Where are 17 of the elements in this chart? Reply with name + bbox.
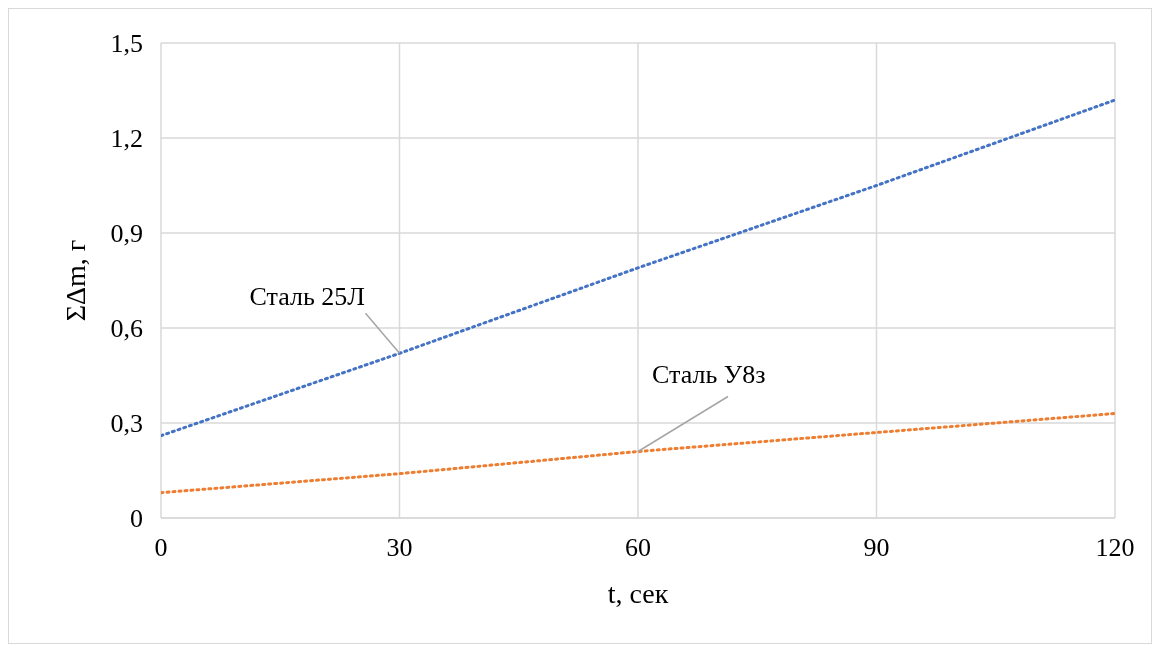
x-tick-label: 90 <box>863 533 890 563</box>
x-axis-title: t, сек <box>607 578 669 609</box>
line-series <box>161 98 1115 438</box>
series-label: Сталь 25Л <box>249 282 365 312</box>
y-tick-label: 0,3 <box>110 409 143 439</box>
y-tick-label: 1,2 <box>110 124 143 154</box>
y-tick-label: 1,5 <box>110 29 143 59</box>
x-tick-label: 30 <box>386 533 413 563</box>
x-tick-label: 60 <box>625 533 651 563</box>
text: Сталь У8з <box>652 359 766 389</box>
x-tick-label: 120 <box>1095 533 1135 563</box>
line-series <box>161 412 1115 495</box>
y-tick-label: 0,6 <box>110 314 143 344</box>
y-tick-label: 0,9 <box>110 219 143 249</box>
y-tick-label: 0 <box>130 504 143 534</box>
x-tick-label: 0 <box>154 533 168 563</box>
y-axis-title: ΣΔm, г <box>59 239 91 322</box>
